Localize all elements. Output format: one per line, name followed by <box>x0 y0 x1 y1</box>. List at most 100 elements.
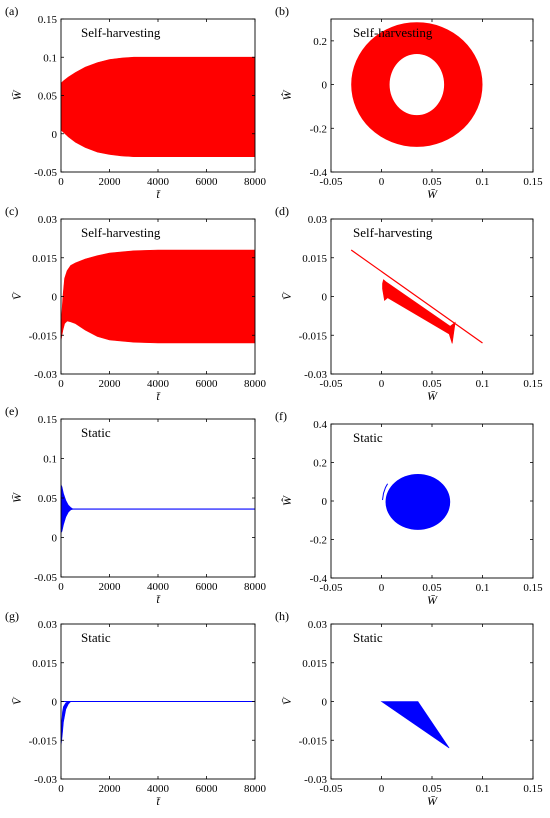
phase-disk <box>385 474 451 530</box>
panel-label: (c) <box>5 204 18 218</box>
y-tick-label: 0.4 <box>313 419 327 431</box>
x-axis-label: W̄ <box>427 389 438 403</box>
y-tick-label: 0 <box>52 697 58 709</box>
y-axis-label: W̄ <box>10 492 24 503</box>
y-axis-label: V̄ <box>280 291 294 300</box>
y-tick-label: -0.2 <box>310 535 327 547</box>
y-tick-label: 0.03 <box>308 619 328 631</box>
y-tick-label: 0.2 <box>313 458 327 470</box>
x-tick-label: 0 <box>58 783 64 795</box>
y-axis-label: V̄ <box>280 696 294 705</box>
x-tick-label: 0.15 <box>523 783 543 795</box>
x-tick-label: 0.15 <box>523 176 543 188</box>
panel-d: -0.05 0 0.05 0.1 0.15 -0.03 -0.015 0 0.015 0.03 (d… <box>275 204 543 403</box>
y-tick-label: 0.015 <box>302 253 327 265</box>
phase-band <box>382 279 456 344</box>
y-tick-label: 0 <box>322 697 328 709</box>
y-tick-label: 0.15 <box>38 14 58 26</box>
panel-label: (b) <box>275 4 289 18</box>
panel-label: (d) <box>275 204 289 218</box>
plot-area <box>382 474 451 530</box>
plot-area <box>61 56 255 157</box>
x-tick-label: 0 <box>58 581 64 593</box>
y-tick-label: -0.4 <box>310 167 328 179</box>
x-tick-label: 0.1 <box>476 783 490 795</box>
y-tick-label: 0.015 <box>32 253 57 265</box>
transient-envelope <box>61 701 72 746</box>
y-tick-label: 0 <box>52 533 58 545</box>
x-tick-label: 4000 <box>147 176 170 188</box>
y-tick-label: -0.4 <box>310 573 328 585</box>
panel-label: (e) <box>5 404 18 418</box>
x-tick-label: 2000 <box>99 176 122 188</box>
panel-annotation: Static <box>353 430 383 445</box>
x-axis-label: t̄ <box>156 389 160 403</box>
panel-c: 0 2000 4000 6000 8000 -0.03 -0.015 0 0.015 0.03 (c… <box>5 204 267 403</box>
panel-annotation: Static <box>353 630 383 645</box>
y-tick-label: 0.1 <box>43 454 57 466</box>
y-tick-label: 0.05 <box>38 91 58 103</box>
y-axis-label: W̄ <box>10 90 24 101</box>
x-axis-label: W̄ <box>427 593 438 607</box>
y-tick-label: -0.015 <box>29 330 58 342</box>
panel-annotation: Self-harvesting <box>81 225 161 240</box>
y-tick-label: -0.015 <box>299 330 328 342</box>
panel-label: (f) <box>275 409 287 423</box>
x-tick-label: 8000 <box>244 783 267 795</box>
x-tick-label: 0 <box>379 378 385 390</box>
y-axis-label: W̄̇ <box>280 495 294 506</box>
y-tick-label: -0.03 <box>304 369 327 381</box>
y-tick-label: -0.05 <box>34 167 57 179</box>
x-tick-label: 0 <box>379 176 385 188</box>
plot-area <box>61 484 255 534</box>
x-tick-label: 6000 <box>196 378 219 390</box>
x-tick-label: 6000 <box>196 176 219 188</box>
y-tick-label: 0.015 <box>302 658 327 670</box>
x-tick-label: 0.05 <box>422 378 442 390</box>
y-tick-label: -0.05 <box>34 572 57 584</box>
panel-a: 0 2000 4000 6000 8000-0.0500.050.10.15(a)t̄W… <box>5 4 267 201</box>
x-tick-label: 0.05 <box>422 176 442 188</box>
x-tick-label: -0.05 <box>320 783 343 795</box>
x-tick-label: -0.05 <box>320 582 343 594</box>
x-tick-label: 0.1 <box>476 176 490 188</box>
panel-annotation: Self-harvesting <box>353 225 433 240</box>
x-tick-label: 0.1 <box>476 378 490 390</box>
y-tick-label: 0.05 <box>38 493 58 505</box>
x-tick-label: 0 <box>379 582 385 594</box>
panel-annotation: Static <box>81 630 111 645</box>
panel-annotation: Self-harvesting <box>353 25 433 40</box>
x-axis-label: t̄ <box>156 592 160 606</box>
panel-annotation: Self-harvesting <box>81 25 161 40</box>
y-tick-label: 0.03 <box>308 214 328 226</box>
phase-triangle <box>380 701 450 749</box>
oscillation-envelope <box>61 56 255 157</box>
limit-cycle-line <box>350 249 483 344</box>
x-axis-label: t̄ <box>156 187 160 201</box>
y-tick-label: 0.03 <box>38 619 58 631</box>
plot-area <box>380 701 450 749</box>
y-tick-label: 0.1 <box>43 52 57 64</box>
x-tick-label: 0.1 <box>476 582 490 594</box>
x-tick-label: 0 <box>58 176 64 188</box>
panel-label: (g) <box>5 609 19 623</box>
panel-b: -0.05 0 0.05 0.1 0.15 -0.4 -0.2 0 0.2 (b) W̄ W̄̇ Sel… <box>275 4 543 201</box>
y-tick-label: -0.03 <box>34 369 57 381</box>
y-axis-label: W̄̇ <box>280 90 294 101</box>
x-tick-label: 8000 <box>244 581 267 593</box>
y-tick-label: 0 <box>52 129 58 141</box>
x-tick-label: -0.05 <box>320 176 343 188</box>
phase-ring <box>351 22 483 147</box>
panel-label: (a) <box>5 4 18 18</box>
x-tick-label: 0.05 <box>422 783 442 795</box>
y-tick-label: 0.015 <box>32 658 57 670</box>
x-tick-label: 6000 <box>196 581 219 593</box>
transient-tail <box>382 483 389 501</box>
x-axis-label: W̄ <box>427 794 438 808</box>
y-tick-label: 0.2 <box>313 36 327 48</box>
y-axis-label: V̄ <box>10 291 24 300</box>
x-tick-label: 0.15 <box>523 582 543 594</box>
panel-e: 0 2000 4000 6000 8000-0.0500.050.10.15(e)t̄W… <box>5 404 267 606</box>
x-tick-label: -0.05 <box>320 378 343 390</box>
